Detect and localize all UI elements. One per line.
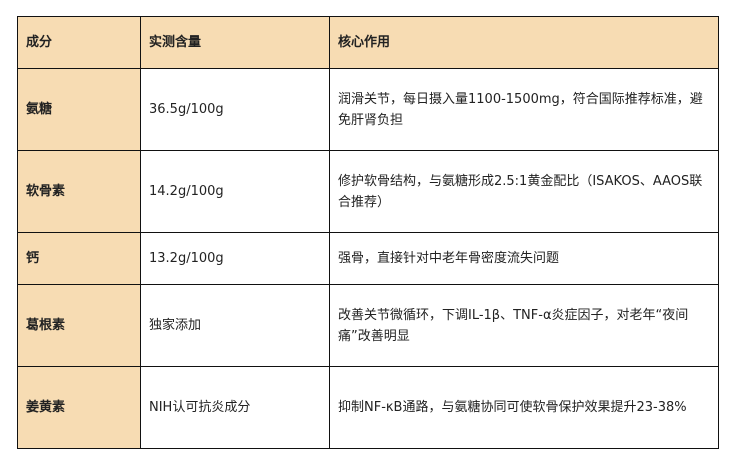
ingredient-amount: 14.2g/100g	[140, 150, 330, 233]
table-row: 钙 13.2g/100g 强骨，直接针对中老年骨密度流失问题	[17, 232, 719, 285]
ingredient-effect: 抑制NF-κB通路，与氨糖协同可使软骨保护效果提升23-38%	[329, 366, 719, 449]
ingredient-table: 成分 实测含量 核心作用 氨糖 36.5g/100g 润滑关节，每日摄入量110…	[17, 16, 719, 449]
ingredient-amount: 36.5g/100g	[140, 68, 330, 151]
ingredient-name: 葛根素	[17, 284, 141, 367]
table-row: 软骨素 14.2g/100g 修护软骨结构，与氨糖形成2.5:1黄金配比（ISA…	[17, 150, 719, 233]
ingredient-amount: NIH认可抗炎成分	[140, 366, 330, 449]
table-row: 氨糖 36.5g/100g 润滑关节，每日摄入量1100-1500mg，符合国际…	[17, 68, 719, 151]
table-header: 成分 实测含量 核心作用	[17, 16, 719, 69]
ingredient-amount: 13.2g/100g	[140, 232, 330, 285]
header-effect: 核心作用	[329, 16, 719, 69]
header-amount: 实测含量	[140, 16, 330, 69]
ingredient-name: 氨糖	[17, 68, 141, 151]
ingredient-name: 钙	[17, 232, 141, 285]
ingredient-name: 姜黄素	[17, 366, 141, 449]
ingredient-amount: 独家添加	[140, 284, 330, 367]
header-ingredient: 成分	[17, 16, 141, 69]
ingredient-name: 软骨素	[17, 150, 141, 233]
ingredient-effect: 改善关节微循环，下调IL-1β、TNF-α炎症因子，对老年“夜间痛”改善明显	[329, 284, 719, 367]
table-row: 姜黄素 NIH认可抗炎成分 抑制NF-κB通路，与氨糖协同可使软骨保护效果提升2…	[17, 366, 719, 449]
ingredient-effect: 润滑关节，每日摄入量1100-1500mg，符合国际推荐标准，避免肝肾负担	[329, 68, 719, 151]
table-row: 葛根素 独家添加 改善关节微循环，下调IL-1β、TNF-α炎症因子，对老年“夜…	[17, 284, 719, 367]
ingredient-effect: 修护软骨结构，与氨糖形成2.5:1黄金配比（ISAKOS、AAOS联合推荐）	[329, 150, 719, 233]
ingredient-effect: 强骨，直接针对中老年骨密度流失问题	[329, 232, 719, 285]
